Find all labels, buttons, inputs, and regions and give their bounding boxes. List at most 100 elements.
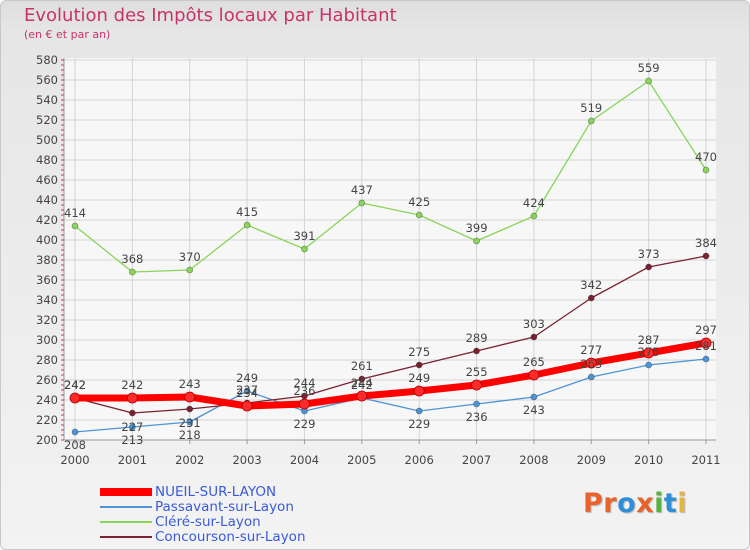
data-point xyxy=(645,263,653,271)
y-tick-label: 360 xyxy=(36,273,58,287)
data-point xyxy=(530,393,538,401)
data-point xyxy=(358,375,366,383)
logo-letter: o xyxy=(617,488,637,519)
legend-label: Passavant-sur-Layon xyxy=(155,499,294,515)
data-label: 287 xyxy=(638,333,660,347)
data-label: 370 xyxy=(179,250,201,264)
data-label: 242 xyxy=(351,378,373,392)
legend-item: NUEIL-SUR-LAYON xyxy=(100,484,360,500)
data-label: 249 xyxy=(236,371,258,385)
logo-letter: P xyxy=(583,488,604,519)
data-point xyxy=(186,266,194,274)
data-point xyxy=(299,398,310,410)
data-point xyxy=(471,379,482,391)
data-point xyxy=(645,361,653,369)
data-label: 213 xyxy=(121,433,143,447)
legend-swatch xyxy=(100,536,152,538)
data-label: 255 xyxy=(466,365,488,379)
data-point xyxy=(186,405,194,413)
y-tick-label: 240 xyxy=(36,393,58,407)
y-tick-label: 260 xyxy=(36,373,58,387)
x-tick-label: 2002 xyxy=(175,453,204,467)
y-tick-label: 580 xyxy=(36,53,58,67)
data-label: 424 xyxy=(523,196,545,210)
data-label: 249 xyxy=(408,371,430,385)
data-label: 373 xyxy=(638,247,660,261)
y-tick-label: 280 xyxy=(36,353,58,367)
data-label: 414 xyxy=(64,206,86,220)
data-point xyxy=(186,418,194,426)
x-tick-label: 2005 xyxy=(347,453,376,467)
y-tick-label: 480 xyxy=(36,153,58,167)
data-point xyxy=(645,77,653,85)
data-point xyxy=(69,392,81,404)
data-point xyxy=(702,166,710,174)
data-point xyxy=(702,252,710,260)
logo-letter: t xyxy=(663,488,678,519)
logo-letter: i xyxy=(677,488,688,519)
y-tick-label: 540 xyxy=(36,93,58,107)
legend-item: Passavant-sur-Layon xyxy=(100,499,360,515)
series-line-Passavant-sur-Layon xyxy=(74,358,707,433)
x-tick-label: 2007 xyxy=(462,453,491,467)
data-point xyxy=(358,199,366,207)
data-label: 470 xyxy=(695,150,717,164)
data-point xyxy=(473,237,480,245)
series-line-Concourson-sur-Layon xyxy=(74,255,707,414)
data-label: 229 xyxy=(293,417,315,431)
data-point xyxy=(71,428,79,436)
data-label: 265 xyxy=(523,355,545,369)
data-point xyxy=(356,390,368,402)
data-point xyxy=(587,373,595,381)
data-point xyxy=(415,361,423,369)
data-point xyxy=(241,400,253,412)
data-point xyxy=(128,423,136,431)
data-label: 559 xyxy=(638,61,660,75)
chart-subtitle: (en € et par an) xyxy=(24,28,111,41)
y-tick-label: 320 xyxy=(36,313,58,327)
logo-letter: i xyxy=(654,488,664,519)
data-point xyxy=(702,355,710,363)
data-label: 261 xyxy=(351,359,373,373)
data-label: 231 xyxy=(179,416,201,430)
x-tick-label: 2003 xyxy=(232,453,261,467)
data-label: 242 xyxy=(64,378,86,392)
data-label: 519 xyxy=(580,101,602,115)
data-point xyxy=(473,400,480,408)
data-point xyxy=(587,117,595,125)
data-label: 236 xyxy=(466,410,488,424)
data-point xyxy=(473,347,480,355)
legend-label: Cléré-sur-Layon xyxy=(155,514,261,530)
data-point xyxy=(413,385,425,397)
data-point xyxy=(585,357,597,369)
data-label: 242 xyxy=(121,378,143,392)
y-tick-label: 500 xyxy=(36,133,58,147)
data-label: 303 xyxy=(523,317,545,331)
y-tick-label: 520 xyxy=(36,113,58,127)
data-point xyxy=(71,222,79,230)
y-tick-label: 420 xyxy=(36,213,58,227)
data-label: 234 xyxy=(236,386,258,400)
data-point xyxy=(243,221,251,229)
x-tick-label: 2011 xyxy=(691,453,720,467)
proxiti-logo: Proxiti xyxy=(583,488,687,519)
data-point xyxy=(700,337,712,349)
logo-letter: x xyxy=(636,488,655,519)
data-point xyxy=(643,347,655,359)
data-label: 384 xyxy=(695,236,717,250)
data-label: 236 xyxy=(293,384,315,398)
legend-swatch xyxy=(100,506,152,508)
data-point xyxy=(126,392,138,404)
plot-area xyxy=(64,58,716,440)
legend-label: NUEIL-SUR-LAYON xyxy=(155,484,277,500)
data-label: 281 xyxy=(695,339,717,353)
y-tick-label: 300 xyxy=(36,333,58,347)
legend-swatch xyxy=(100,521,152,523)
data-point xyxy=(587,294,595,302)
x-tick-label: 2000 xyxy=(60,453,89,467)
chart-title: Evolution des Impôts locaux par Habitant xyxy=(24,5,397,26)
data-label: 227 xyxy=(121,420,143,434)
y-tick-label: 220 xyxy=(36,413,58,427)
legend-swatch xyxy=(100,488,152,496)
